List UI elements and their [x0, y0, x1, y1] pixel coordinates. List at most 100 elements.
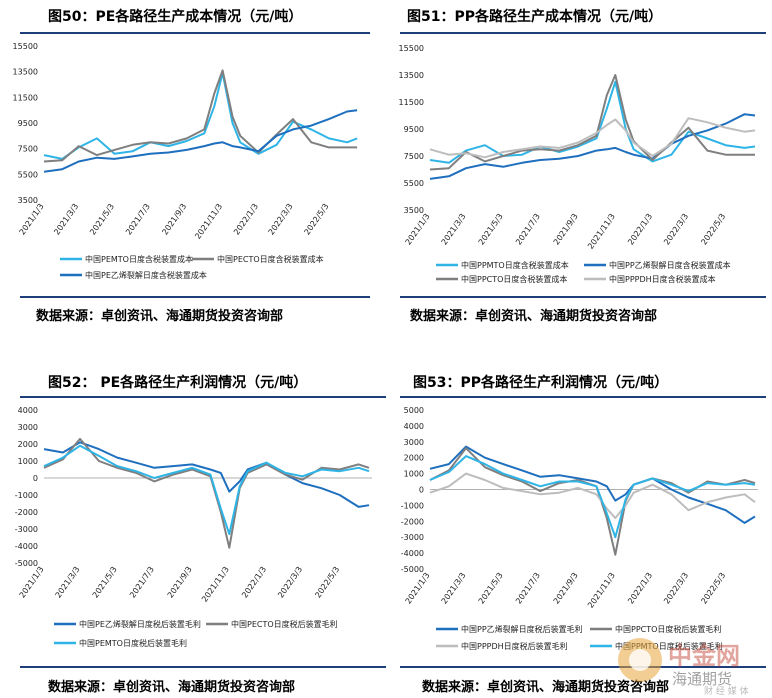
- chart50-source: 数据来源：卓创资讯、海通期货投资咨询部: [36, 309, 284, 324]
- c53-xtick-label: 2021/3/3: [440, 571, 468, 606]
- c50-xtick-label: 2021/1/3: [18, 202, 46, 237]
- c52-xtick-label: 2022/1/3: [240, 565, 268, 600]
- c53-legend-label: 中国PPMTO日度税后装置毛利: [615, 641, 723, 651]
- c52-xtick-label: 2021/7/3: [128, 565, 156, 600]
- c52-xtick-label: 2021/11/3: [200, 565, 231, 604]
- c53-ytick-label: 4000: [404, 422, 424, 431]
- chart53-top-rule: [400, 396, 766, 398]
- chart51-plot: 3500 5500 7500 9500 11500 13500 15500 2021/1/3 2…: [399, 44, 756, 284]
- c53-ytick-label: -5000: [401, 565, 424, 574]
- c53-series-line: [429, 445, 756, 524]
- c52-series-line: [43, 444, 370, 536]
- watermark-logo: 中金网 海通期货 财 经 媒 体: [618, 638, 749, 696]
- c52-ytick-label: -3000: [15, 525, 38, 534]
- c51-ytick-label: 7500: [404, 152, 424, 161]
- c51-ytick-label: 13500: [399, 71, 424, 80]
- c50-series-line: [43, 109, 358, 173]
- watermark-sub: 海通期货: [672, 670, 732, 688]
- c52-ytick-label: 3000: [18, 423, 38, 432]
- c52-ytick-label: 4000: [18, 406, 38, 415]
- c50-xtick-label: 2022/1/3: [232, 202, 260, 237]
- c51-series-line: [429, 117, 756, 159]
- c53-ytick-label: 1000: [404, 470, 424, 479]
- c53-ytick-label: -1000: [401, 501, 424, 510]
- c50-ytick-label: 11500: [13, 93, 38, 102]
- c51-legend-label: 中国PP乙烯裂解日度含税装置成本: [609, 260, 731, 270]
- c50-xtick-label: 2021/11/3: [193, 202, 224, 241]
- c51-xtick-label: 2022/5/3: [699, 212, 727, 247]
- chart53-source: 数据来源：卓创资讯、海通期货投资咨询部: [422, 680, 670, 695]
- c51-xtick-label: 2022/1/3: [626, 212, 654, 247]
- c52-legend-label: 中国PECTO日度税后装置毛利: [231, 619, 338, 629]
- c52-ytick-label: -5000: [15, 559, 38, 568]
- c53-xtick-label: 2021/1/3: [404, 571, 432, 606]
- c52-xtick-label: 2021/5/3: [91, 565, 119, 600]
- c53-xtick-label: 2021/5/3: [477, 571, 505, 606]
- c51-series-line: [429, 74, 755, 171]
- c50-ytick-label: 5500: [18, 170, 38, 179]
- c53-xtick-label: 2022/1/3: [626, 571, 654, 606]
- c52-legend-label: 中国PE乙烯裂解日度税后装置毛利: [79, 619, 201, 629]
- chart52-source: 数据来源：卓创资讯、海通期货投资咨询部: [48, 680, 296, 695]
- c50-xtick-label: 2021/3/3: [52, 202, 80, 237]
- c53-ytick-label: -3000: [401, 533, 424, 542]
- chart52-top-rule: [20, 396, 386, 398]
- c50-ytick-label: 3500: [18, 196, 38, 205]
- c50-ytick-label: 9500: [18, 119, 38, 128]
- c53-xtick-label: 2022/3/3: [662, 571, 690, 606]
- c52-series-line: [43, 437, 370, 549]
- c52-ytick-label: 1000: [18, 457, 38, 466]
- c52-legend-label: 中国PEMTO日度税后装置毛利: [79, 638, 187, 648]
- c51-xtick-label: 2021/3/3: [440, 212, 468, 247]
- c51-xtick-label: 2021/11/3: [586, 212, 617, 251]
- c51-ytick-label: 15500: [399, 44, 424, 53]
- chart52-title: 图52： PE各路径生产利润情况（元/吨）: [48, 375, 308, 391]
- c50-legend-label: 中国PE乙烯裂解日度含税装置成本: [85, 270, 207, 280]
- c50-xtick-label: 2021/5/3: [88, 202, 116, 237]
- c51-xtick-label: 2021/1/3: [404, 212, 432, 247]
- c50-series-line: [43, 69, 358, 163]
- chart51-top-rule: [400, 32, 766, 34]
- c53-ytick-label: 3000: [404, 438, 424, 447]
- c51-ytick-label: 3500: [404, 206, 424, 215]
- c53-xtick-label: 2021/11/3: [586, 571, 617, 610]
- chart53-bottom-rule: [400, 666, 766, 668]
- c52-ytick-label: 2000: [18, 440, 38, 449]
- c53-ytick-label: 2000: [404, 454, 424, 463]
- c52-ytick-label: -2000: [15, 508, 38, 517]
- c50-xtick-label: 2021/7/3: [124, 202, 152, 237]
- c50-ytick-label: 13500: [13, 68, 38, 77]
- chart52-bottom-rule: [20, 666, 386, 668]
- c50-xtick-label: 2021/9/3: [160, 202, 188, 237]
- c51-ytick-label: 5500: [404, 179, 424, 188]
- c52-series-line: [43, 441, 370, 508]
- c52-ytick-label: 0: [33, 474, 38, 483]
- chart50-top-rule: [20, 32, 370, 34]
- c52-xtick-label: 2021/9/3: [166, 565, 194, 600]
- c51-xtick-label: 2021/7/3: [514, 212, 542, 247]
- c50-xtick-label: 2022/5/3: [303, 202, 331, 237]
- c51-legend-label: 中国PPCTO日度含税装置成本: [461, 274, 567, 284]
- c53-ytick-label: -4000: [401, 549, 424, 558]
- c53-legend-label: 中国PP乙烯裂解日度税后装置毛利: [461, 624, 583, 634]
- c50-ytick-label: 7500: [18, 145, 38, 154]
- c52-xtick-label: 2021/1/3: [18, 565, 46, 600]
- c51-legend-label: 中国PPMTO日度含税装置成本: [461, 260, 569, 270]
- c53-series-line: [429, 447, 756, 556]
- chart53-plot: -5000 -4000 -3000 -2000 -1000 0 1000 2000 3000 40…: [401, 406, 758, 651]
- chart51-bottom-rule: [400, 296, 766, 298]
- c51-legend-label: 中国PPPDH日度含税装置成本: [609, 274, 716, 284]
- c52-ytick-label: -1000: [15, 491, 38, 500]
- chart50-title: 图50：PE各路径生产成本情况（元/吨）: [48, 9, 303, 25]
- c53-ytick-label: -2000: [401, 517, 424, 526]
- c53-legend-label: 中国PPCTO日度税后装置毛利: [615, 624, 721, 634]
- c51-series-line: [429, 113, 756, 180]
- chart53-title: 图53：PP各路径生产利润情况（元/吨）: [413, 375, 669, 391]
- chart51-source: 数据来源：卓创资讯、海通期货投资咨询部: [410, 309, 658, 324]
- c53-ytick-label: 0: [419, 486, 424, 495]
- c53-series-line: [429, 455, 756, 539]
- c50-ytick-label: 15500: [13, 42, 38, 51]
- chart52-plot: -5000 -4000 -3000 -2000 -1000 0 1000 2000 3000 40…: [15, 406, 372, 648]
- c51-ytick-label: 9500: [404, 125, 424, 134]
